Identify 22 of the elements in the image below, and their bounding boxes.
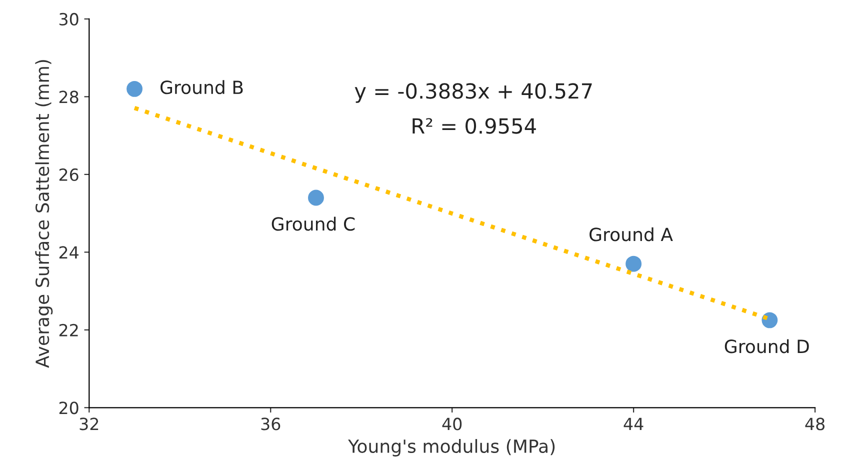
x-axis-title: Young's modulus (MPa)	[348, 439, 555, 457]
annotation: Ground D	[724, 339, 809, 354]
y-axis-title: Average Surface Sattelment (mm)	[35, 60, 53, 368]
annotation: R² = 0.9554	[412, 118, 536, 134]
y-tick-label: 20	[59, 402, 78, 414]
point	[126, 80, 142, 97]
x-tick-label: 36	[261, 418, 280, 430]
point	[308, 190, 324, 206]
x-tick-label: 32	[80, 418, 98, 430]
annotation: Ground C	[272, 216, 355, 231]
y-tick-label: 26	[59, 168, 78, 181]
x-tick-label: 48	[805, 418, 825, 430]
annotation: y = -0.3883x + 40.527	[354, 83, 592, 103]
point	[626, 256, 642, 272]
annotation: Ground B	[160, 80, 243, 94]
y-tick-label: 28	[59, 90, 78, 104]
y-tick-label: 24	[59, 246, 78, 258]
annotation: Ground A	[590, 227, 673, 242]
y-tick-label: 30	[59, 12, 78, 26]
x-tick-label: 44	[624, 418, 644, 430]
x-tick-label: 40	[442, 418, 462, 430]
y-tick-label: 22	[59, 324, 78, 336]
